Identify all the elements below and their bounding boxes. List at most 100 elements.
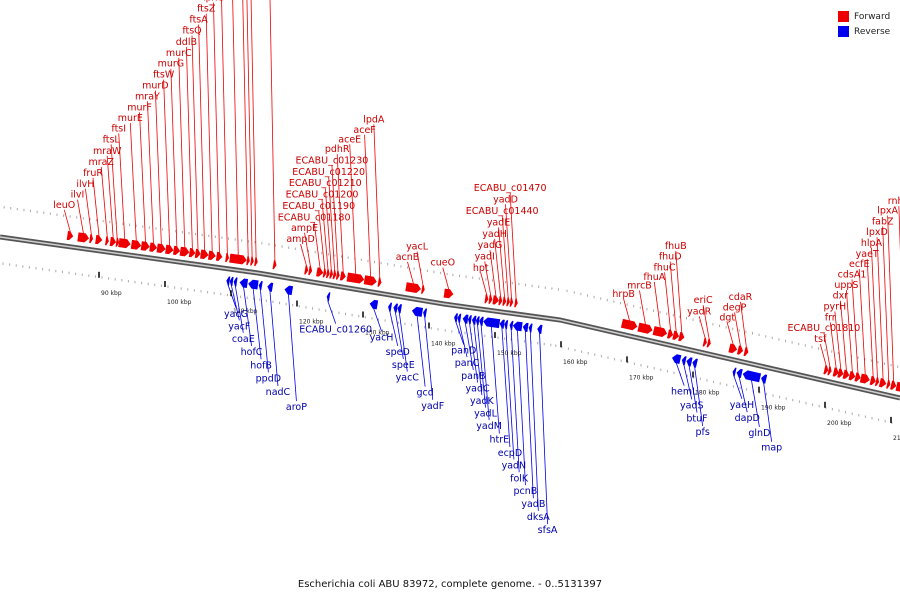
leader-yacl [416, 251, 424, 286]
leader-lpxd [876, 237, 884, 380]
gene-label-ecabu-c01260: ECABU_c01260 [299, 325, 372, 336]
leader-yade [498, 227, 505, 298]
gene-eric [706, 338, 711, 348]
leader-murc [178, 57, 186, 248]
gene-label-rnhb: rnhB [888, 196, 900, 207]
leader-yadc [469, 323, 478, 383]
gene-label-sped: speD [386, 347, 410, 358]
gene-label-ecabu-c01440: ECABU_c01440 [466, 206, 539, 217]
gene-label-yacc: yacC [396, 373, 420, 384]
gene-label-hlpa: hlpA [861, 238, 883, 249]
gene-label-glnd: glnD [748, 428, 770, 439]
leader-mray [147, 101, 154, 244]
leader-hpt [480, 272, 488, 296]
leader-ftsz [205, 13, 213, 252]
gene-ftsz [207, 250, 216, 261]
gene-yadi [488, 294, 493, 304]
gene-label-ftsz: ftsZ [197, 4, 216, 15]
reverse-gene-track [226, 276, 768, 384]
gene-label-spee: speE [392, 360, 415, 371]
gene-fhua [652, 326, 668, 338]
gene-label-dapd: dapD [735, 413, 760, 424]
gene-label-yach: yacH [370, 332, 394, 343]
leader-acee [349, 144, 357, 275]
leader-ecabu-c01220 [328, 176, 336, 271]
gene-cdar [743, 346, 749, 357]
leader-hlpa [871, 247, 878, 378]
reverse-swatch [838, 26, 849, 37]
gene-ecabu-c01260 [326, 292, 331, 302]
gene-label-ecabu-c01190: ECABU_c01190 [282, 201, 355, 212]
leader-btuf [688, 365, 698, 413]
leader-tsf [819, 343, 827, 367]
leader-yacc [398, 312, 408, 372]
gene-label-ddlb: ddlB [176, 37, 197, 48]
gene-hlpa [874, 377, 880, 387]
gene-secm [225, 253, 230, 263]
genome-backbone [0, 234, 900, 401]
gene-label-leuo: leuO [53, 200, 75, 211]
gene-label-htre: htrE [490, 435, 510, 446]
leader-ftsl [110, 144, 118, 239]
leader-ecabu-c01260 [327, 300, 337, 324]
gene-label-arop: aroP [286, 402, 307, 413]
gene-pand [454, 313, 458, 323]
gene-guac [272, 260, 277, 270]
gene-label-acee: aceE [338, 134, 361, 145]
gene-btuf [686, 357, 693, 367]
gene-panb [462, 314, 469, 324]
gene-label-lpxc: lpxC [203, 0, 224, 4]
gene-yadl [475, 316, 480, 326]
gene-label-lpda: lpdA [363, 114, 385, 125]
gene-label-murg: murG [158, 59, 185, 70]
gene-label-ecabu-c01470: ECABU_c01470 [474, 183, 547, 194]
gene-fabz [886, 379, 891, 389]
tick-label-110: 110 kbp [233, 308, 258, 315]
tick-label-150: 150 kbp [497, 350, 522, 357]
gene-label-btuf: btuF [686, 414, 707, 425]
leader-yadd [505, 204, 512, 299]
gene-coae [233, 277, 238, 287]
gene-label-fhua: fhuA [643, 272, 665, 283]
leader-ecpd [501, 327, 511, 448]
leader-acef [364, 134, 371, 277]
legend: Forward Reverse [838, 9, 890, 39]
gene-label-yadc: yadC [466, 384, 490, 395]
gene-nadc [267, 282, 274, 292]
gene-label-pdhr: pdhR [325, 144, 350, 155]
gene-label-pand: panD [451, 346, 476, 357]
tick-label-160: 160 kbp [563, 359, 588, 366]
gene-pyrh [837, 368, 844, 378]
gene-dksa [528, 323, 533, 333]
leader-yadf [424, 316, 434, 400]
leader-hofb [252, 288, 262, 360]
gene-label-acnb: acnB [396, 252, 420, 263]
leader-yadr [698, 316, 706, 339]
gene-label-yadl: yadL [474, 409, 497, 420]
gene-sped [388, 302, 393, 312]
gene-label-yads: yadS [680, 400, 704, 411]
gene-mutt [246, 255, 250, 266]
gene-label-dksa: dksA [527, 512, 550, 523]
leader-ftsa [198, 24, 205, 251]
gene-label-yadr: yadR [687, 306, 711, 317]
legend-forward-label: Forward [854, 11, 891, 22]
legend-reverse-label: Reverse [854, 26, 891, 37]
leader-heml [675, 362, 685, 386]
leader-ecabu-c01470 [509, 192, 517, 299]
gene-ilvi [77, 232, 90, 243]
leader-folk [510, 329, 520, 473]
gene-murf [140, 241, 150, 251]
gene-label-cueo: cueO [431, 258, 456, 269]
leader-coae [234, 285, 244, 333]
leader-ecabu-c01200 [321, 199, 329, 270]
leader-ecabu-c01440 [501, 215, 509, 298]
leader-ilvh [85, 188, 92, 235]
gene-label-yadh: yadH [482, 229, 507, 240]
tick-label-140: 140 kbp [431, 341, 456, 348]
gene-yads [681, 356, 687, 366]
gene-heml [671, 354, 682, 364]
leader-lpda [373, 124, 381, 279]
leader-ilvi [77, 199, 84, 234]
gene-label-yacf: yacF [228, 321, 250, 332]
